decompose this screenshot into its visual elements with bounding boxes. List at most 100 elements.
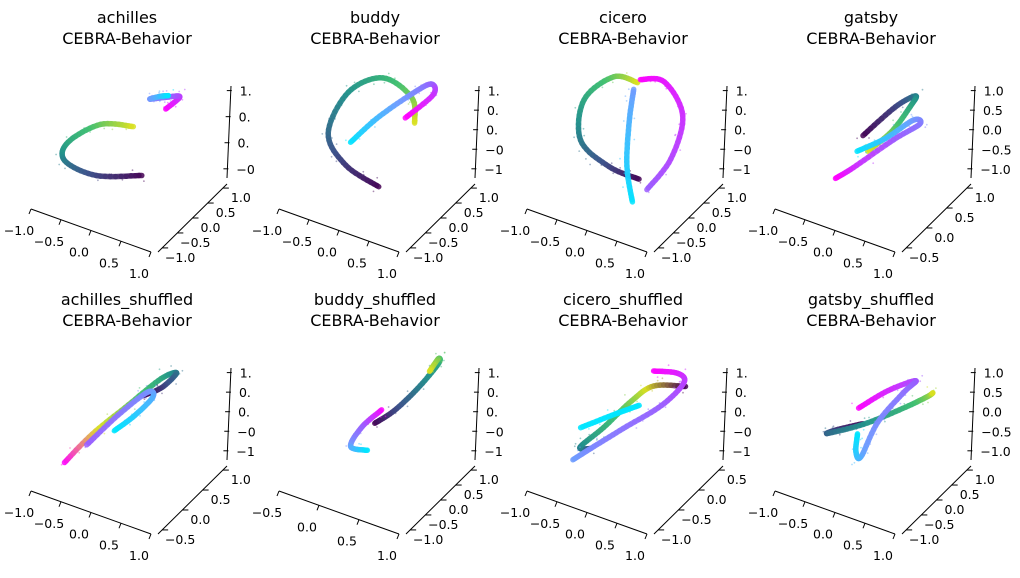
scatter-point: [860, 446, 862, 449]
scatter-point: [911, 93, 913, 96]
y-tick-label: 1.0: [727, 190, 747, 205]
scatter-point: [443, 359, 445, 362]
scatter-point: [632, 197, 635, 200]
y-tick-label: 0.5: [960, 487, 980, 502]
scatter-point: [915, 97, 917, 100]
scatter-point: [583, 134, 586, 137]
scatter-point: [679, 380, 682, 383]
scatter-point: [883, 418, 886, 421]
x-tick-mark: [862, 523, 866, 529]
z-axis-line: [226, 85, 232, 179]
x-tick-mark: [396, 251, 400, 258]
curve-segment: [570, 456, 577, 463]
x-tick-mark: [148, 533, 152, 540]
curve-segment: [426, 367, 433, 375]
scatter-point: [416, 386, 419, 389]
y-tick-label: −1.0: [661, 250, 691, 265]
scatter-point: [873, 139, 876, 142]
scatter-point: [158, 91, 161, 94]
x-tick-label: −1.0: [500, 223, 530, 238]
scatter-point: [349, 142, 351, 144]
scatter-point: [635, 427, 638, 429]
scatter-point: [824, 427, 827, 430]
scatter-point: [373, 83, 375, 86]
x-tick-mark: [316, 505, 320, 511]
z-tick-label: 0.0: [982, 405, 1002, 420]
scatter-point: [875, 433, 878, 436]
scatter-point: [103, 127, 106, 130]
subplot-title-line: CEBRA-Behavior: [806, 311, 936, 330]
y-tick-label: −0.5: [428, 517, 458, 532]
x-tick-label: −0.5: [34, 516, 64, 531]
y-tick-label: 0.0: [449, 220, 469, 235]
z-tick-label: −1: [732, 444, 750, 459]
scatter-point: [625, 72, 628, 74]
y-tick-label: −0.5: [180, 235, 210, 250]
z-axis-line: [226, 367, 232, 461]
scatter-point: [335, 143, 338, 146]
scatter-point: [418, 92, 421, 95]
scatter-point: [171, 378, 174, 381]
y-tick-label: 0.5: [464, 487, 484, 502]
scatter-point: [415, 101, 418, 104]
z-tick-label: 0.: [487, 103, 499, 118]
scatter-point: [615, 74, 618, 77]
scatter-point: [78, 451, 81, 454]
scatter-point: [89, 131, 91, 133]
scatter-point: [69, 447, 71, 449]
x-tick-mark: [524, 490, 528, 497]
scatter-point: [664, 406, 667, 409]
scatter-point: [842, 173, 844, 176]
scatter-point: [356, 446, 359, 449]
x-tick-label: −1.0: [748, 505, 778, 520]
scatter-point: [640, 384, 642, 387]
scatter-point: [330, 155, 333, 158]
scatter-point: [598, 423, 601, 426]
scatter-point: [377, 418, 379, 420]
x-tick-mark: [524, 208, 528, 215]
subplot-title-line: achilles: [97, 8, 157, 27]
scatter-point: [656, 379, 659, 382]
scatter-point: [865, 156, 868, 159]
scatter-point: [351, 172, 354, 174]
x-tick-label: −1.0: [748, 223, 778, 238]
scatter-point: [72, 167, 75, 170]
scatter-point: [639, 181, 642, 184]
z-tick-label: −0: [733, 142, 751, 157]
scatter-point: [924, 126, 927, 129]
curve-segment: [634, 402, 642, 409]
scatter-point: [162, 90, 165, 93]
scatter-point: [138, 387, 141, 389]
scatter-point: [331, 137, 333, 139]
scatter-point: [913, 118, 915, 121]
x-tick-mark: [306, 219, 310, 225]
curve-segment: [633, 79, 641, 86]
y-tick-label: 1.0: [975, 472, 995, 487]
embedding-curve: [55, 120, 145, 183]
z-tick-label: 1.0: [984, 84, 1004, 99]
scatter-point: [656, 376, 659, 378]
scatter-point: [174, 105, 177, 108]
x-tick-mark: [118, 241, 122, 247]
scatter-point: [407, 103, 410, 105]
z-tick-label: 0.: [487, 385, 499, 400]
scatter-point: [582, 127, 585, 130]
subplot-4: gatsbyCEBRA-Behavior−1.0−0.50.00.51.0−0.…: [748, 8, 1012, 281]
subplot-title-line: CEBRA-Behavior: [558, 311, 688, 330]
z-tick-label: −0.5: [981, 142, 1011, 157]
subplot-title-line: achilles_shuffled: [61, 290, 193, 310]
y-tick-label: 0.5: [712, 205, 732, 220]
scatter-point: [178, 90, 181, 93]
x-tick-label: −1.0: [4, 505, 34, 520]
scatter-point: [862, 428, 865, 431]
scatter-point: [367, 418, 369, 420]
x-tick-label: −0.5: [34, 234, 64, 249]
z-tick-label: −0: [485, 142, 503, 157]
x-tick-label: 0.0: [565, 245, 585, 260]
scatter-point: [610, 417, 613, 419]
scatter-point: [143, 398, 146, 400]
scatter-point: [353, 81, 356, 84]
scatter-point: [622, 120, 625, 122]
scatter-point: [181, 98, 184, 101]
scatter-point: [620, 430, 623, 433]
